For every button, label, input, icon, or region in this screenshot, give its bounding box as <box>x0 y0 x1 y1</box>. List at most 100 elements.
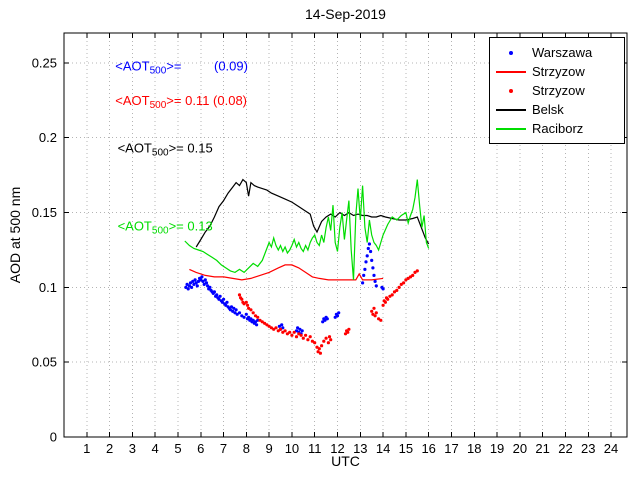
y-tick-label: 0.25 <box>32 55 57 70</box>
y-tick-label: 0.1 <box>39 280 57 295</box>
point-warszawa <box>281 326 285 330</box>
point-warszawa <box>204 281 209 285</box>
point-strzyzow-dots <box>306 338 310 342</box>
point-strzyzow-dots <box>249 308 253 312</box>
point-warszawa <box>208 285 212 289</box>
point-warszawa <box>323 318 327 322</box>
point-warszawa <box>192 282 196 286</box>
point-warszawa <box>371 266 375 270</box>
point-strzyzow-dots <box>343 332 348 336</box>
point-strzyzow-dots <box>313 341 317 345</box>
x-tick-label: 6 <box>197 441 204 456</box>
x-tick-label: 22 <box>558 441 572 456</box>
legend-label: Strzyzow <box>532 64 585 79</box>
point-strzyzow-dots <box>263 321 267 325</box>
point-strzyzow-dots <box>411 273 415 277</box>
point-warszawa <box>333 315 337 319</box>
point-strzyzow-dots <box>240 297 244 301</box>
point-strzyzow-dots <box>316 350 320 354</box>
legend-entry-belsk: Belsk <box>490 100 624 119</box>
point-strzyzow-dots <box>347 327 351 331</box>
legend-label: Strzyzow <box>532 83 585 98</box>
x-tick-label: 13 <box>353 441 367 456</box>
point-strzyzow-dots <box>274 326 278 330</box>
point-strzyzow-dots <box>281 330 285 334</box>
point-strzyzow-dots <box>308 335 312 339</box>
x-tick-label: 11 <box>308 441 322 456</box>
point-strzyzow-dots <box>278 327 283 331</box>
x-tick-label: 7 <box>220 441 227 456</box>
point-warszawa <box>225 300 229 304</box>
point-strzyzow-dots <box>406 276 410 280</box>
chart-title: 14-Sep-2019 <box>305 6 386 22</box>
point-strzyzow-dots <box>301 336 305 340</box>
x-tick-label: 18 <box>467 441 481 456</box>
x-tick-label: 23 <box>581 441 595 456</box>
x-tick-label: 5 <box>174 441 181 456</box>
x-tick-label: 2 <box>106 441 113 456</box>
y-tick-label: 0.15 <box>32 205 57 220</box>
point-warszawa <box>294 329 299 333</box>
point-strzyzow-dots <box>388 294 392 298</box>
y-tick-label: 0.05 <box>32 355 57 370</box>
point-warszawa <box>256 318 260 322</box>
point-warszawa <box>224 303 228 307</box>
x-tick-label: 15 <box>399 441 413 456</box>
point-strzyzow-dots <box>290 333 294 337</box>
axes-box <box>63 32 628 438</box>
x-tick-label: 17 <box>444 441 458 456</box>
point-warszawa <box>277 324 281 328</box>
legend-label: Belsk <box>532 102 564 117</box>
legend-label: Raciborz <box>532 121 584 136</box>
point-warszawa <box>366 246 370 251</box>
point-strzyzow-dots <box>383 300 387 304</box>
point-warszawa <box>234 308 238 312</box>
point-warszawa <box>296 326 300 330</box>
point-warszawa <box>202 282 206 286</box>
point-warszawa <box>325 317 329 321</box>
point-warszawa <box>235 312 239 316</box>
point-warszawa <box>191 279 195 283</box>
series-raciborz <box>184 179 430 280</box>
point-strzyzow-dots <box>294 335 299 339</box>
x-tick-label: 1 <box>83 441 90 456</box>
annotation-aot-strzyzow: <AOT500>= 0.11 (0.08) <box>115 93 247 111</box>
point-strzyzow-dots <box>285 332 289 336</box>
point-warszawa <box>242 315 246 319</box>
point-strzyzow-dots <box>397 285 401 289</box>
point-warszawa <box>229 305 234 309</box>
point-warszawa <box>194 281 198 285</box>
annotation-aot-belsk: <AOT500>= 0.15 <box>118 141 213 159</box>
point-strzyzow-dots <box>256 315 260 319</box>
point-warszawa <box>240 314 244 318</box>
point-strzyzow-dots <box>320 344 324 348</box>
line-marker-icon <box>490 108 532 111</box>
point-strzyzow-dots <box>392 290 397 294</box>
point-strzyzow-dots <box>317 347 321 351</box>
point-warszawa <box>237 311 242 315</box>
x-tick-label: 14 <box>376 441 390 456</box>
point-strzyzow-dots <box>310 339 314 343</box>
point-warszawa <box>220 300 224 304</box>
point-warszawa <box>193 278 197 282</box>
legend-swatch <box>496 127 526 130</box>
point-warszawa <box>364 260 368 264</box>
point-warszawa <box>298 327 302 331</box>
legend-swatch <box>509 88 513 93</box>
point-strzyzow-dots <box>237 293 242 297</box>
x-tick-label: 24 <box>604 441 618 456</box>
point-warszawa <box>203 278 207 282</box>
point-strzyzow-dots <box>395 288 399 292</box>
y-tick-label: 0 <box>50 430 57 445</box>
legend-entry-strzyzow-dots: Strzyzow <box>490 81 624 100</box>
line-marker-icon <box>490 127 532 130</box>
point-warszawa <box>231 309 235 313</box>
point-warszawa <box>361 281 365 285</box>
point-warszawa <box>249 317 253 321</box>
point-warszawa <box>280 323 284 327</box>
point-warszawa <box>367 242 371 246</box>
legend-entry-raciborz: Raciborz <box>490 119 624 138</box>
point-warszawa <box>255 323 259 327</box>
point-warszawa <box>212 290 216 294</box>
